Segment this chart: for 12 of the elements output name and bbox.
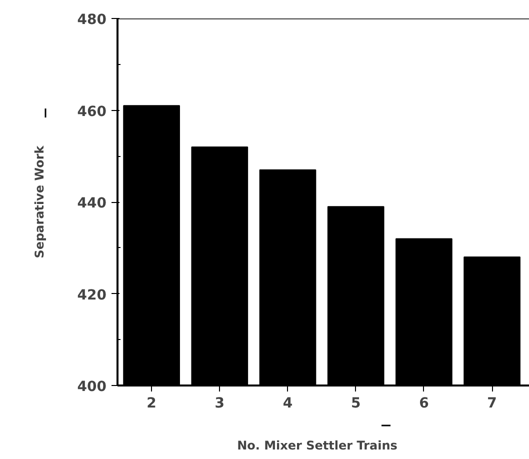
y-tick-label: 480 bbox=[77, 12, 107, 28]
x-tick-label: 3 bbox=[214, 396, 225, 412]
x-tick-label: 5 bbox=[350, 396, 361, 412]
x-tick-label: 7 bbox=[487, 396, 497, 412]
x-tick-label: 2 bbox=[146, 396, 156, 412]
y-tick-label: 420 bbox=[77, 287, 107, 304]
x-tick-label: 6 bbox=[419, 396, 429, 412]
x-axis-title: No. Mixer Settler Trains bbox=[237, 438, 398, 452]
x-tick-label: 4 bbox=[282, 396, 293, 412]
y-tick-label: 440 bbox=[77, 196, 107, 212]
y-tick-label: 460 bbox=[77, 104, 107, 120]
y-tick-label: 400 bbox=[77, 379, 107, 395]
